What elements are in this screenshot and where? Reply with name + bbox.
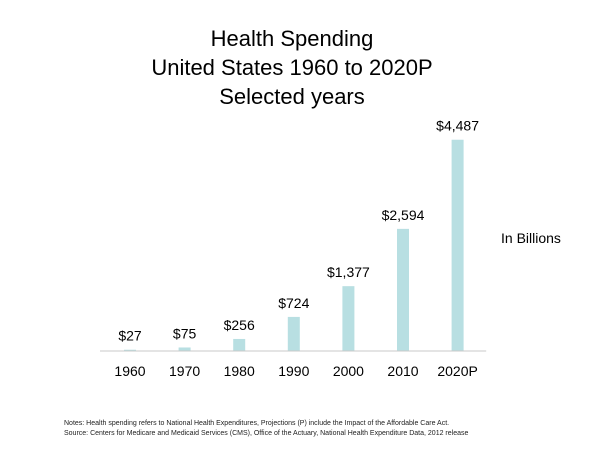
value-label-2020P: $4,487 — [436, 118, 479, 134]
value-label-1960: $27 — [118, 328, 142, 344]
notes-line: Notes: Health spending refers to Nationa… — [64, 420, 450, 427]
source-line: Source: Centers for Medicare and Medicai… — [64, 430, 469, 437]
x-tick-label-2010: 2010 — [387, 363, 418, 379]
x-tick-label-1960: 1960 — [114, 363, 145, 379]
y-axis-unit-label: In Billions — [501, 230, 561, 246]
bar-2020P — [451, 139, 464, 351]
chart-subtitle-line1: United States 1960 to 2020P — [151, 55, 433, 80]
chart-title-block: Health Spending United States 1960 to 20… — [0, 24, 584, 111]
bar-1970 — [178, 347, 191, 351]
x-tick-label-1980: 1980 — [224, 363, 255, 379]
notes-block: Notes: Health spending refers to Nationa… — [64, 419, 468, 439]
value-label-2010: $2,594 — [382, 207, 425, 223]
value-label-2000: $1,377 — [327, 264, 370, 280]
value-label-1980: $256 — [224, 317, 255, 333]
value-label-1970: $75 — [173, 325, 197, 341]
bar-2000 — [342, 286, 355, 351]
chart-title: Health Spending — [210, 26, 374, 51]
x-tick-label-1970: 1970 — [169, 363, 200, 379]
x-tick-label-1990: 1990 — [278, 363, 309, 379]
bar-2010 — [397, 228, 409, 351]
bar-1990 — [287, 316, 300, 351]
bar-1980 — [233, 338, 246, 351]
chart-subtitle-line2: Selected years — [219, 84, 365, 109]
bar-1960 — [124, 349, 136, 351]
value-label-1990: $724 — [278, 295, 309, 311]
x-tick-label-2000: 2000 — [333, 363, 364, 379]
x-tick-label-2020P: 2020P — [437, 363, 477, 379]
